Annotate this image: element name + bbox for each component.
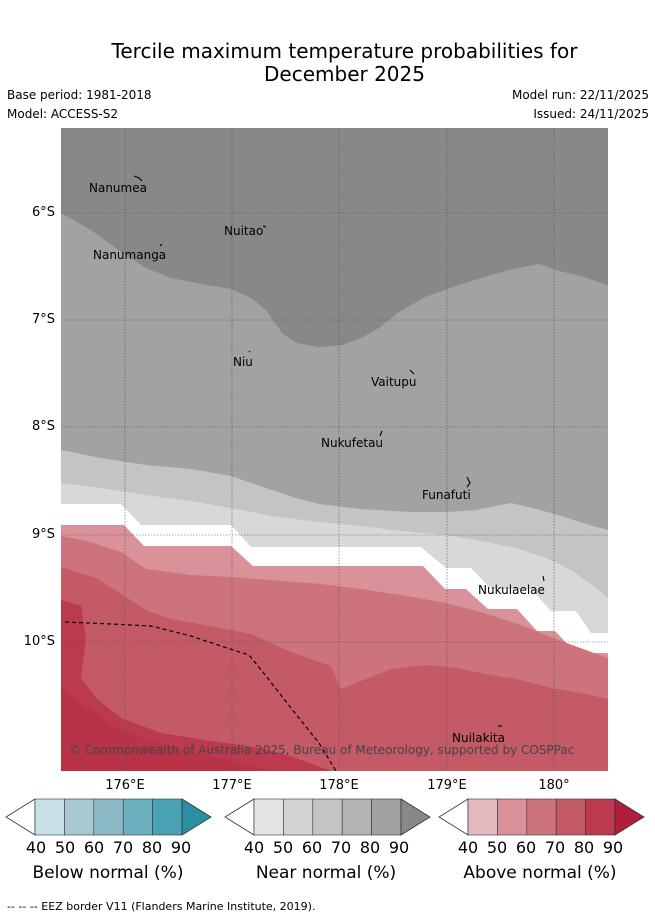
above-tick-40: 40 bbox=[457, 838, 479, 857]
lon-label-176e: 176°E bbox=[105, 778, 145, 793]
place-funafuti: Funafuti bbox=[422, 488, 471, 502]
lat-label-6s: 6°S bbox=[31, 205, 55, 220]
below-segment-2 bbox=[64, 798, 95, 836]
below-tick-50: 50 bbox=[54, 838, 76, 857]
above-segment-1 bbox=[467, 798, 498, 836]
title-line-2: December 2025 bbox=[264, 62, 425, 86]
island-marks bbox=[133, 175, 545, 727]
above-tick-90: 90 bbox=[602, 838, 624, 857]
near-normal-title: Near normal (%) bbox=[255, 863, 397, 883]
colorbar-legends bbox=[5, 798, 645, 836]
place-vaitupu: Vaitupu bbox=[371, 375, 417, 389]
lon-label-179e: 179°E bbox=[427, 778, 467, 793]
above-normal-title: Above normal (%) bbox=[463, 863, 617, 883]
above-segment-3 bbox=[526, 798, 557, 836]
model-name: Model: ACCESS-S2 bbox=[7, 107, 119, 121]
place-niu: Niu bbox=[233, 355, 253, 369]
place-nanumanga: Nanumanga bbox=[93, 248, 166, 262]
near-segment-1 bbox=[253, 798, 284, 836]
below-normal-title: Below normal (%) bbox=[32, 863, 184, 883]
model-run: Model run: 22/11/2025 bbox=[511, 88, 649, 102]
near-tick-60: 60 bbox=[301, 838, 323, 857]
near-tick-40: 40 bbox=[243, 838, 265, 857]
place-nuilakita: Nuilakita bbox=[452, 731, 505, 745]
eez-border bbox=[64, 621, 337, 771]
place-nukufetau: Nukufetau bbox=[321, 436, 383, 450]
below-segment-3 bbox=[93, 798, 124, 836]
title-line-1: Tercile maximum temperature probabilitie… bbox=[111, 39, 578, 63]
map-title: Tercile maximum temperature probabilitie… bbox=[0, 40, 655, 86]
below-segment-5 bbox=[152, 798, 183, 836]
colorbar-near-normal bbox=[224, 798, 431, 836]
near-arrow-low bbox=[224, 798, 255, 836]
near-segment-4 bbox=[341, 798, 372, 836]
below-segment-1 bbox=[34, 798, 65, 836]
near-segment-3 bbox=[312, 798, 343, 836]
lon-label-177e: 177°E bbox=[212, 778, 252, 793]
lat-label-8s: 8°S bbox=[31, 419, 55, 434]
near-arrow-high bbox=[400, 798, 431, 836]
lon-label-178e: 178°E bbox=[319, 778, 359, 793]
zone-above-60 bbox=[61, 567, 608, 771]
lon-label-180: 180° bbox=[538, 778, 570, 793]
below-tick-70: 70 bbox=[112, 838, 134, 857]
above-tick-50: 50 bbox=[486, 838, 508, 857]
copyright-notice: © Commonwealth of Australia 2025, Bureau… bbox=[69, 743, 574, 757]
below-tick-40: 40 bbox=[25, 838, 47, 857]
near-segment-5 bbox=[371, 798, 402, 836]
near-segment-2 bbox=[283, 798, 314, 836]
above-arrow-low bbox=[438, 798, 469, 836]
eez-footnote: -- -- -- EEZ border V11 (Flanders Marine… bbox=[7, 900, 316, 913]
place-nanumea: Nanumea bbox=[89, 181, 147, 195]
near-tick-50: 50 bbox=[272, 838, 294, 857]
colorbar-above-normal bbox=[438, 798, 645, 836]
above-segment-5 bbox=[585, 798, 616, 836]
issued-date: Issued: 24/11/2025 bbox=[533, 107, 649, 121]
below-tick-90: 90 bbox=[170, 838, 192, 857]
below-arrow-low bbox=[5, 798, 36, 836]
gridlines bbox=[61, 128, 608, 771]
place-nukulaelae: Nukulaelae bbox=[478, 583, 545, 597]
above-tick-60: 60 bbox=[515, 838, 537, 857]
near-tick-80: 80 bbox=[359, 838, 381, 857]
near-tick-90: 90 bbox=[388, 838, 410, 857]
near-tick-70: 70 bbox=[330, 838, 352, 857]
above-arrow-high bbox=[614, 798, 645, 836]
forecast-map: Nanumea Nuitao Nanumanga Niu Vaitupu Nuk… bbox=[61, 128, 608, 771]
zone-above-80-lower bbox=[61, 688, 271, 771]
lat-label-9s: 9°S bbox=[31, 527, 55, 542]
colorbar-below-normal bbox=[5, 798, 212, 836]
above-segment-2 bbox=[497, 798, 528, 836]
below-tick-60: 60 bbox=[83, 838, 105, 857]
lat-label-10s: 10°S bbox=[23, 634, 55, 649]
above-segment-4 bbox=[555, 798, 586, 836]
below-arrow-high bbox=[181, 798, 212, 836]
base-period: Base period: 1981-2018 bbox=[7, 88, 152, 102]
above-tick-70: 70 bbox=[544, 838, 566, 857]
zone-above-70 bbox=[61, 600, 331, 771]
above-tick-80: 80 bbox=[573, 838, 595, 857]
below-tick-80: 80 bbox=[141, 838, 163, 857]
lat-label-7s: 7°S bbox=[31, 312, 55, 327]
below-segment-4 bbox=[122, 798, 153, 836]
place-nuitao: Nuitao bbox=[224, 224, 263, 238]
